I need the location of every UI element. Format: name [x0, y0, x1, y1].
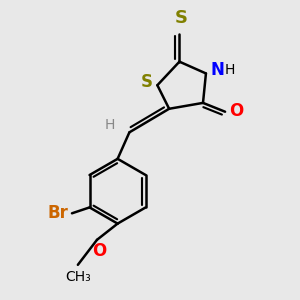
- Text: O: O: [92, 242, 106, 260]
- Text: S: S: [141, 73, 153, 91]
- Text: Br: Br: [48, 204, 68, 222]
- Text: H: H: [224, 64, 235, 77]
- Text: O: O: [230, 102, 244, 120]
- Text: S: S: [174, 9, 188, 27]
- Text: CH₃: CH₃: [66, 270, 91, 284]
- Text: N: N: [210, 61, 224, 80]
- Text: H: H: [105, 118, 116, 132]
